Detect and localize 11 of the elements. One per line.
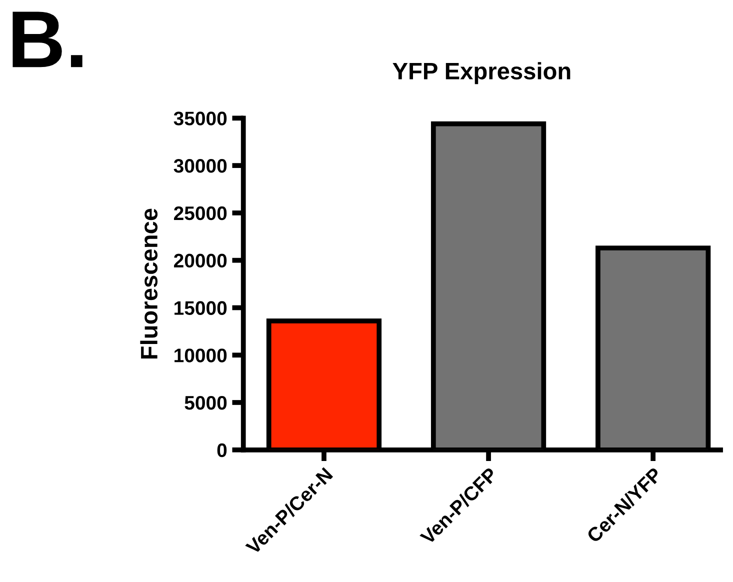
chart-title: YFP Expression: [392, 62, 570, 84]
y-tick-label: 15000: [174, 301, 227, 315]
y-axis-title: Fluorescence: [140, 208, 158, 359]
y-tick-label: 35000: [174, 112, 227, 126]
y-tick-label: 0: [217, 443, 227, 458]
y-tick-label: 30000: [174, 159, 227, 173]
y-tick-label: 10000: [174, 348, 227, 362]
y-tick-label: 25000: [174, 206, 227, 220]
y-tick-label: 20000: [174, 254, 227, 268]
y-tick-label: 5000: [184, 396, 227, 410]
text: B.: [12, 12, 82, 68]
